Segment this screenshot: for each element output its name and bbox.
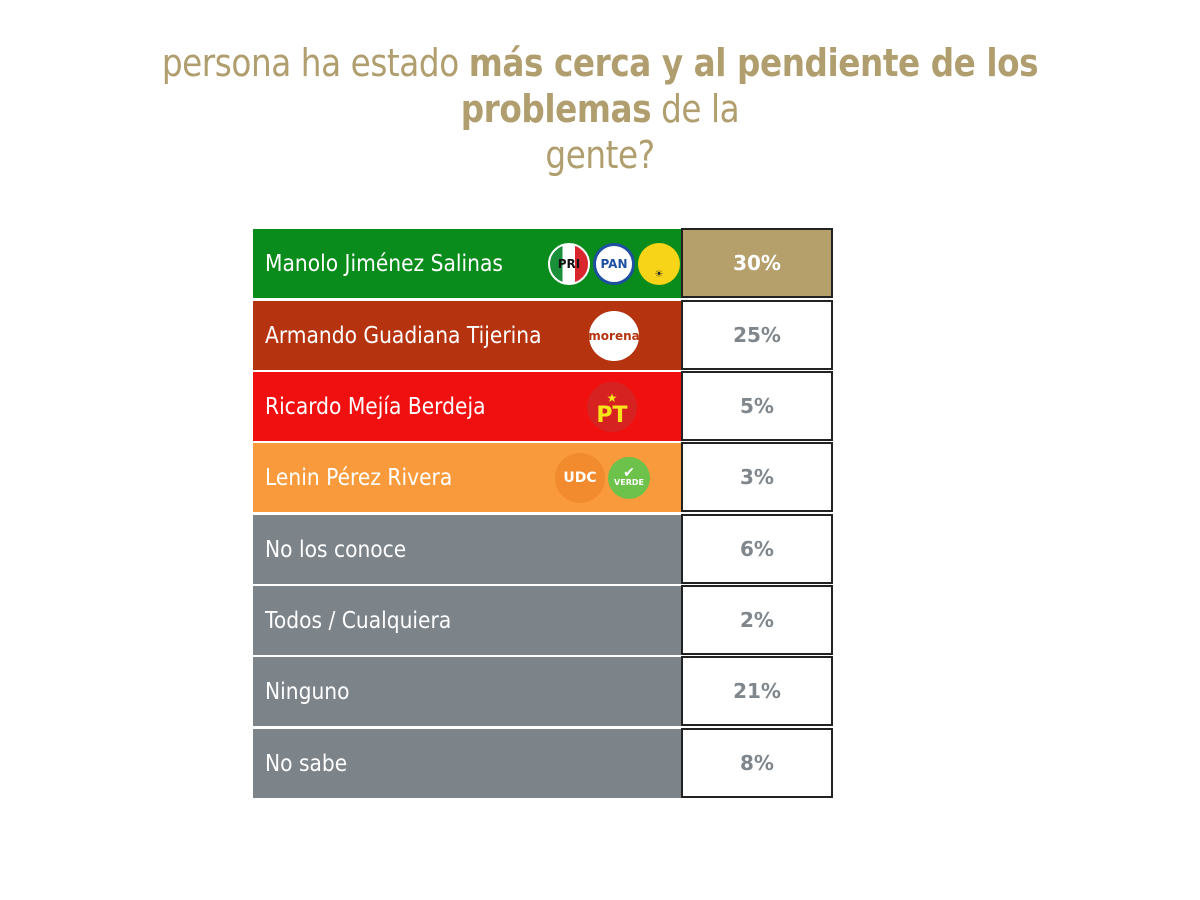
table-row: Todos / Cualquiera 2% <box>253 585 835 655</box>
percentage-value: 5% <box>681 371 833 441</box>
party-logos: PRI PAN ☀ <box>548 229 680 298</box>
percentage-value: 2% <box>681 585 833 655</box>
title-text: persona ha estado <box>161 41 469 85</box>
option-cell: Ninguno <box>253 657 681 726</box>
party-logos: morena <box>588 301 640 370</box>
title-text-end: de la <box>651 87 740 131</box>
udc-logo-icon: UDC <box>555 452 605 503</box>
table-row: Ricardo Mejía Berdeja ★ PT 5% <box>253 371 835 441</box>
percentage-value: 8% <box>681 728 833 798</box>
option-label: Ninguno <box>265 678 350 705</box>
percentage-value: 6% <box>681 514 833 584</box>
pan-logo-icon: PAN <box>593 242 635 285</box>
table-row: No los conoce 6% <box>253 514 835 584</box>
title-bold-text: más cerca y al pendiente de los problema… <box>460 41 1039 131</box>
pt-logo-icon: ★ PT <box>587 381 637 432</box>
prd-logo-icon: ☀ <box>638 242 680 285</box>
percentage-value: 3% <box>681 442 833 512</box>
question-title: persona ha estado más cerca y al pendien… <box>84 40 1116 178</box>
percentage-value: 25% <box>681 300 833 370</box>
candidate-name: Manolo Jiménez Salinas <box>265 250 503 277</box>
party-logos: ★ PT <box>587 372 637 441</box>
table-row: Armando Guadiana Tijerina morena 25% <box>253 300 835 370</box>
candidate-name: Lenin Pérez Rivera <box>265 464 453 491</box>
option-cell: No los conoce <box>253 515 681 584</box>
candidate-cell: Lenin Pérez Rivera <box>253 443 681 512</box>
table-row: Manolo Jiménez Salinas PRI PAN ☀ 30% <box>253 228 835 298</box>
party-logos: UDC ✔ VERDE <box>555 443 650 512</box>
title-line-2: gente? <box>545 133 655 177</box>
candidate-name: Armando Guadiana Tijerina <box>265 322 542 349</box>
option-cell: Todos / Cualquiera <box>253 586 681 655</box>
table-row: Ninguno 21% <box>253 656 835 726</box>
verde-logo-icon: ✔ VERDE <box>608 456 650 499</box>
percentage-value: 21% <box>681 656 833 726</box>
pri-logo-icon: PRI <box>548 242 590 285</box>
table-row: Lenin Pérez Rivera UDC ✔ VERDE 3% <box>253 442 835 512</box>
morena-logo-icon: morena <box>588 310 640 361</box>
candidate-name: Ricardo Mejía Berdeja <box>265 393 486 420</box>
option-label: No sabe <box>265 750 348 777</box>
percentage-value: 30% <box>681 228 833 298</box>
table-row: No sabe 8% <box>253 728 835 798</box>
option-label: Todos / Cualquiera <box>265 607 452 634</box>
option-label: No los conoce <box>265 536 407 563</box>
option-cell: No sabe <box>253 729 681 798</box>
